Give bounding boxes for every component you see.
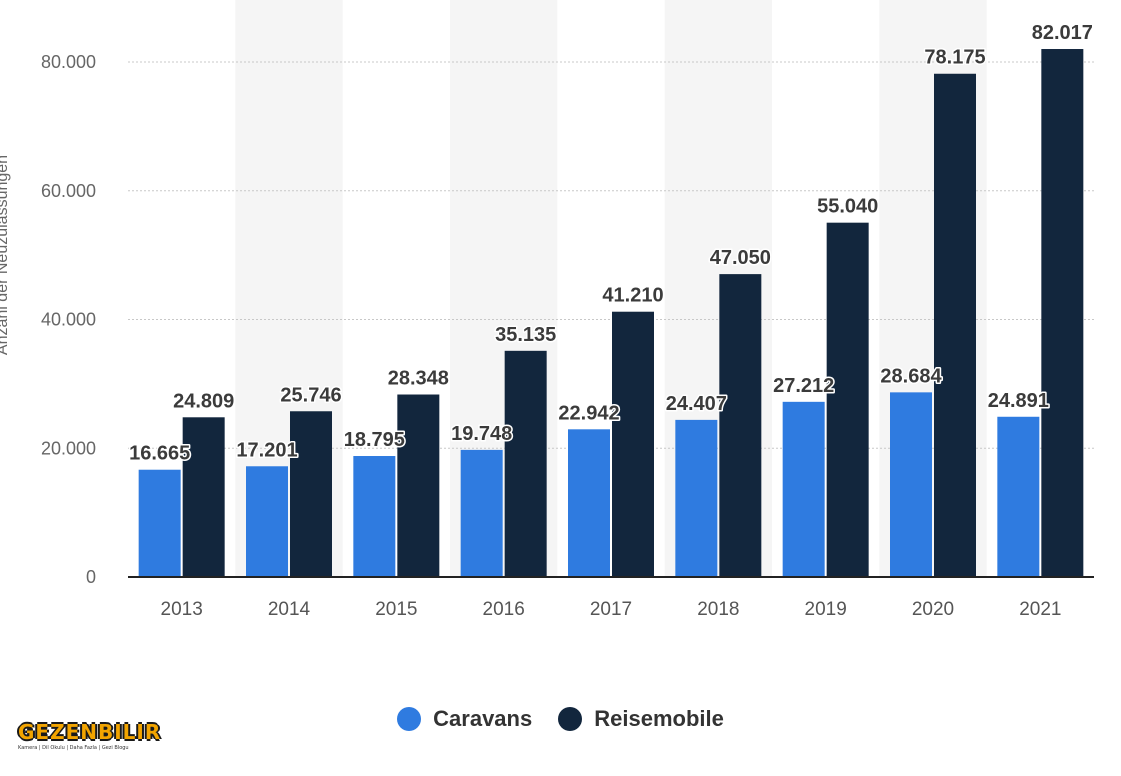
legend-item-caravans[interactable]: Caravans (397, 706, 532, 732)
bar-chart: 0 20.000 40.000 60.000 80.000 16.665 24.809 17… (0, 21, 1095, 620)
y-tick-label: 60.000 (41, 181, 96, 201)
bar-caravans-2021[interactable] (997, 416, 1040, 577)
bar-caravans-2017[interactable] (568, 429, 610, 577)
bars (138, 49, 1084, 577)
x-tick-label-2019: 2019 (805, 599, 847, 620)
x-tick-label-2020: 2020 (912, 599, 954, 620)
data-label-caravans-2021: 24.891 (988, 390, 1049, 412)
data-label-reisemobile-2016: 35.135 (495, 324, 556, 346)
legend-label-reisemobile: Reisemobile (594, 706, 724, 731)
y-tick-label: 0 (86, 567, 96, 587)
bar-caravans-2015[interactable] (353, 456, 396, 577)
bar-caravans-2018[interactable] (675, 419, 718, 577)
y-tick-label: 80.000 (41, 52, 96, 72)
data-labels: 16.665 24.809 17.201 25.746 18.795 28.348 19.7… (128, 21, 1095, 467)
legend: Caravans Reisemobile (0, 706, 1121, 732)
data-label-caravans-2014: 17.201 (236, 439, 297, 461)
x-tick-label-2014: 2014 (268, 599, 311, 620)
watermark-tagline: Kamera | Dil Okulu | Daha Fazla | Gezi B… (18, 745, 129, 751)
bar-reisemobile-2013[interactable] (182, 417, 225, 577)
x-tick-label-2013: 2013 (161, 599, 203, 620)
bar-reisemobile-2015[interactable] (397, 394, 440, 577)
bar-reisemobile-2021[interactable] (1041, 49, 1084, 577)
data-label-reisemobile-2015: 28.348 (388, 368, 449, 390)
x-tick-label-2018: 2018 (697, 599, 739, 620)
bar-reisemobile-2018[interactable] (719, 274, 762, 577)
bar-caravans-2016[interactable] (460, 449, 503, 577)
bar-caravans-2020[interactable] (890, 392, 932, 577)
bar-reisemobile-2017[interactable] (612, 311, 654, 577)
data-label-caravans-2016: 19.748 (451, 423, 512, 445)
y-axis-label: Anzahl der Neuzulassungen (0, 155, 11, 355)
data-label-caravans-2017: 22.942 (558, 402, 619, 424)
x-tick-label-2021: 2021 (1019, 599, 1061, 620)
y-axis: 0 20.000 40.000 60.000 80.000 (41, 52, 96, 587)
data-label-caravans-2015: 18.795 (344, 429, 405, 451)
bar-caravans-2014[interactable] (246, 466, 288, 577)
bar-reisemobile-2014[interactable] (290, 411, 332, 577)
data-label-caravans-2019: 27.212 (773, 375, 834, 397)
legend-swatch-caravans (397, 707, 422, 731)
data-label-reisemobile-2020: 78.175 (924, 47, 985, 69)
bar-caravans-2019[interactable] (782, 401, 825, 577)
legend-label-caravans: Caravans (433, 706, 533, 731)
x-tick-label-2015: 2015 (375, 599, 417, 620)
bar-reisemobile-2019[interactable] (826, 222, 869, 577)
x-tick-label-2016: 2016 (483, 599, 525, 620)
grid-lines (128, 61, 1094, 449)
data-label-reisemobile-2018: 47.050 (710, 247, 771, 269)
data-label-caravans-2020: 28.684 (880, 365, 942, 387)
legend-swatch-reisemobile (558, 707, 583, 731)
x-axis: 2013 2014 2015 2016 2017 2018 2019 2020 2021 (128, 576, 1094, 620)
data-label-reisemobile-2021: 82.017 (1032, 22, 1093, 44)
x-tick-label-2017: 2017 (590, 599, 632, 620)
data-label-reisemobile-2013: 24.809 (173, 390, 234, 412)
bar-reisemobile-2020[interactable] (934, 73, 976, 577)
data-label-caravans-2018: 24.407 (666, 393, 727, 415)
data-label-reisemobile-2019: 55.040 (817, 196, 878, 218)
legend-item-reisemobile[interactable]: Reisemobile (558, 706, 724, 732)
y-tick-label: 20.000 (41, 438, 96, 458)
bar-reisemobile-2016[interactable] (504, 350, 547, 577)
data-label-reisemobile-2014: 25.746 (280, 384, 341, 406)
data-label-caravans-2013: 16.665 (129, 443, 190, 465)
data-label-reisemobile-2017: 41.210 (602, 285, 663, 307)
y-tick-label: 40.000 (41, 310, 96, 330)
watermark-logo: GEZENBILIR Kamera | Dil Okulu | Daha Faz… (18, 720, 162, 760)
watermark-brand: GEZENBILIR (18, 720, 162, 744)
bar-caravans-2013[interactable] (138, 469, 181, 577)
